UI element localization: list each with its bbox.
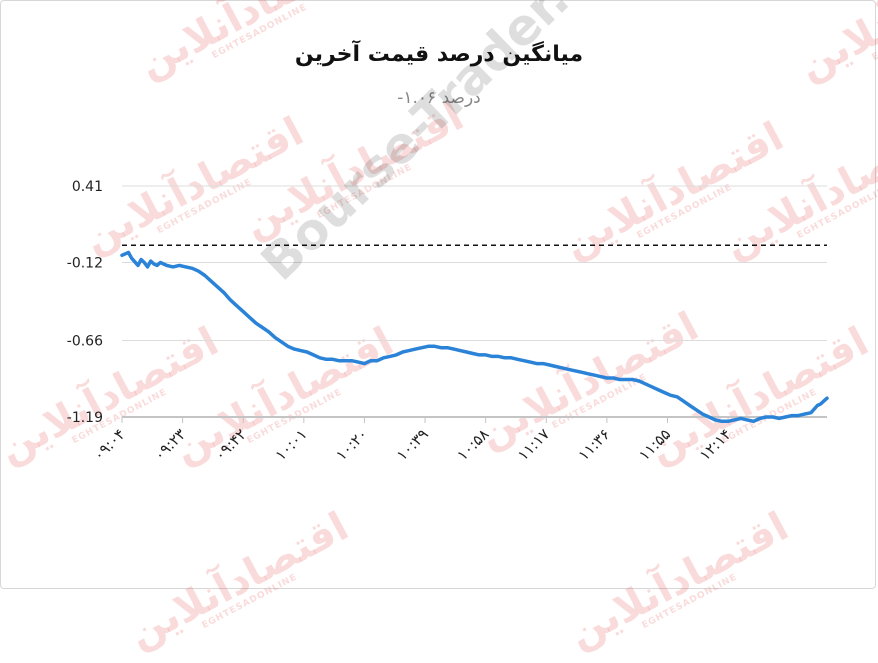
x-tick-label: ۱۱:۱۷	[514, 425, 553, 464]
series-layer	[120, 250, 829, 424]
y-tick-label: 0.41	[72, 179, 103, 195]
x-tick-label: ۰۹:۰۴	[90, 425, 129, 464]
x-tick-label: ۰۹:۴۲	[211, 425, 250, 464]
x-tick-label: ۱۱:۵۵	[635, 425, 674, 464]
y-tick-label: -0.66	[67, 333, 103, 349]
x-tick-label: ۱۰:۵۸	[453, 425, 492, 464]
grid-lines	[122, 185, 827, 418]
chart-title: میانگین درصد قیمت آخرین	[294, 42, 584, 67]
chart-subtitle: درصد ۱.۰۶-	[397, 88, 481, 108]
y-tick-label: -1.19	[67, 410, 103, 426]
x-tick-label: ۱۱:۳۶	[575, 425, 614, 464]
line-chart: 0.41 -0.12 -0.66 -1.19 ۰۹:۰۴ ۰۹:۲۳ ۰۹:۴۲ ۱۰:۰۱…	[67, 179, 829, 464]
x-tick-label: ۱۲:۱۴	[696, 425, 735, 464]
series-line	[120, 250, 829, 424]
x-tick-label: ۱۰:۰۱	[272, 425, 311, 464]
x-axis-ticks: ۰۹:۰۴ ۰۹:۲۳ ۰۹:۴۲ ۱۰:۰۱ ۱۰:۲۰ ۱۰:۳۹ ۱۰:۵۸ ۱۱:۱۷…	[90, 417, 735, 464]
x-tick-label: ۱۰:۲۰	[332, 425, 371, 464]
x-tick-label: ۰۹:۲۳	[150, 425, 189, 464]
x-tick-label: ۱۰:۳۹	[393, 425, 432, 464]
chart-frame	[0, 0, 876, 589]
y-axis-ticks: 0.41 -0.12 -0.66 -1.19	[67, 179, 103, 426]
y-tick-label: -0.12	[67, 256, 103, 272]
